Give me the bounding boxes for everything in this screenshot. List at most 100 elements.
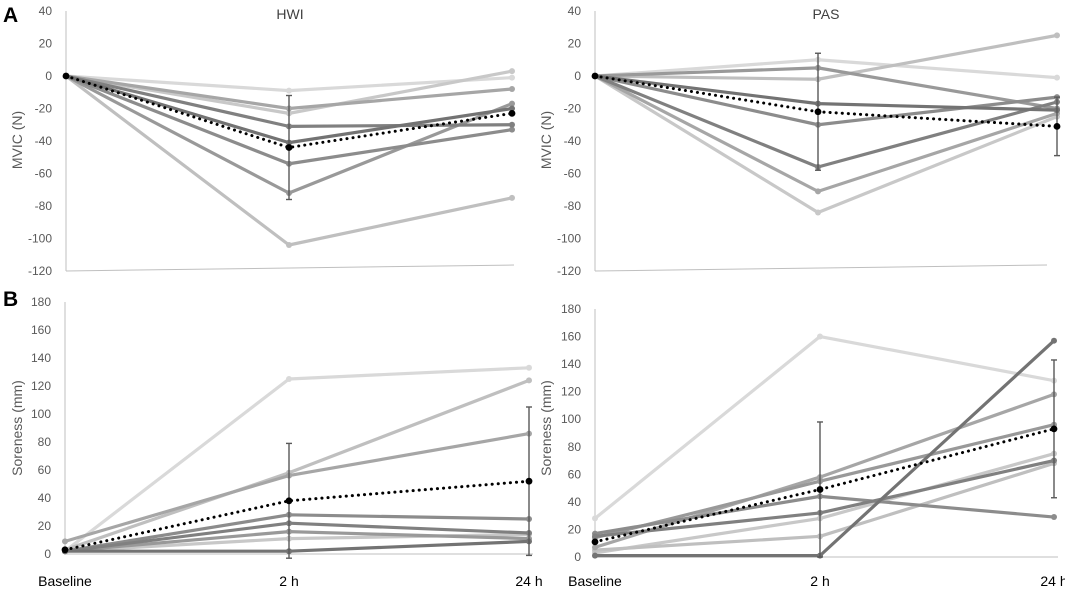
y-axis-title: Soreness (mm) bbox=[9, 380, 25, 476]
y-tick-label: 60 bbox=[38, 463, 52, 477]
y-tick-label: 180 bbox=[561, 302, 581, 316]
y-axis-title: Soreness (mm) bbox=[538, 380, 554, 476]
series-point-subject-5 bbox=[509, 100, 515, 107]
chart-hwi-soreness: Soreness (mm) 0 20 40 60 80 100 120 140 160 180 Ba… bbox=[9, 295, 543, 589]
series-line-subject-4 bbox=[594, 392, 1055, 549]
y-tick-label: -100 bbox=[28, 232, 52, 246]
x-tick-label: 24 h bbox=[1040, 573, 1065, 589]
y-tick-label: 120 bbox=[31, 379, 51, 393]
y-tick-label: 20 bbox=[568, 37, 582, 51]
series-point-subject-1 bbox=[286, 376, 292, 382]
series-point-subject-2 bbox=[815, 209, 821, 216]
y-tick-label: 40 bbox=[568, 495, 582, 509]
series-point-subject-4 bbox=[815, 188, 821, 195]
mean-line bbox=[63, 479, 531, 552]
y-tick-label: 40 bbox=[568, 4, 582, 18]
series-point-subject-7 bbox=[509, 121, 515, 128]
mean-point bbox=[285, 497, 293, 505]
y-tick-label: 160 bbox=[31, 323, 51, 337]
series-point-subject-4 bbox=[592, 544, 598, 551]
y-tick-label: 180 bbox=[31, 295, 51, 309]
chart-pas-mvic: PAS MVIC (N) -120 -100 -80 -60 -40 -20 0 20 40 bbox=[538, 4, 1061, 278]
series-point-subject-3 bbox=[526, 377, 532, 384]
x-tick-label: 2 h bbox=[810, 573, 829, 589]
y-tick-label: -60 bbox=[35, 167, 53, 181]
series-line-subject-1 bbox=[593, 334, 1055, 520]
y-tick-label: 20 bbox=[568, 522, 582, 536]
y-tick-label: 80 bbox=[568, 440, 582, 454]
mean-point bbox=[1053, 122, 1061, 130]
series-point-subject-1 bbox=[286, 87, 292, 94]
y-tick-label: -40 bbox=[35, 134, 53, 148]
mean-line bbox=[64, 74, 514, 150]
y-tick-label: -40 bbox=[564, 134, 582, 148]
series-point-subject-8 bbox=[1051, 337, 1057, 344]
series-point-subject-1 bbox=[592, 515, 598, 522]
series-point-subject-1 bbox=[526, 364, 532, 371]
y-tick-label: -80 bbox=[35, 199, 53, 213]
series-line-subject-4 bbox=[594, 74, 1058, 193]
mean-point bbox=[1050, 425, 1058, 433]
y-tick-label: -120 bbox=[557, 264, 581, 278]
x-tick-label: Baseline bbox=[568, 573, 622, 589]
mean-point bbox=[508, 109, 516, 117]
y-tick-label: 100 bbox=[561, 412, 581, 426]
mean-point bbox=[591, 72, 599, 80]
series-point-subject-6 bbox=[509, 126, 515, 133]
chart-title: HWI bbox=[276, 6, 303, 22]
y-tick-label: 120 bbox=[561, 385, 581, 399]
y-tick-label: -20 bbox=[564, 102, 582, 116]
mean-point bbox=[814, 108, 822, 116]
series-point-subject-4 bbox=[509, 86, 515, 92]
y-tick-label: 0 bbox=[45, 69, 52, 83]
mean-point bbox=[61, 546, 69, 554]
series-point-subject-8 bbox=[509, 105, 515, 112]
series-point-subject-1 bbox=[509, 74, 515, 81]
mean-point bbox=[285, 144, 293, 151]
y-tick-label: 60 bbox=[568, 467, 582, 481]
series-point-subject-2 bbox=[509, 68, 515, 75]
chart-title: PAS bbox=[813, 6, 840, 22]
mean-point bbox=[816, 486, 824, 493]
y-tick-label: 20 bbox=[38, 519, 52, 533]
y-tick-label: -120 bbox=[28, 264, 52, 278]
mean-point bbox=[591, 538, 599, 546]
y-tick-label: 160 bbox=[561, 330, 581, 344]
x-tick-label: 2 h bbox=[279, 573, 298, 589]
series-point-subject-3 bbox=[286, 242, 292, 248]
y-tick-label: 40 bbox=[38, 491, 52, 505]
x-tick-label: Baseline bbox=[38, 573, 92, 589]
series-point-subject-1 bbox=[817, 333, 823, 340]
y-tick-label: 80 bbox=[38, 435, 52, 449]
y-axis-title: MVIC (N) bbox=[538, 111, 554, 169]
y-axis-title: MVIC (N) bbox=[9, 111, 25, 169]
y-tick-label: -100 bbox=[557, 232, 581, 246]
chart-pas-soreness: Soreness (mm) 0 20 40 60 80 100 120 140 160 180 Ba… bbox=[538, 302, 1065, 589]
series-point-subject-1 bbox=[1054, 74, 1060, 81]
y-tick-label: 100 bbox=[31, 407, 51, 421]
y-tick-label: 20 bbox=[39, 37, 53, 51]
x-axis-line bbox=[594, 264, 1048, 272]
y-tick-label: 40 bbox=[39, 4, 53, 18]
y-tick-label: 140 bbox=[31, 351, 51, 365]
mean-point bbox=[62, 72, 70, 80]
series-point-subject-6 bbox=[1051, 514, 1057, 521]
series-point-subject-4 bbox=[62, 538, 68, 545]
x-tick-label: 24 h bbox=[515, 573, 542, 589]
series-line-subject-2 bbox=[594, 452, 1055, 555]
y-tick-label: 0 bbox=[574, 550, 581, 564]
y-tick-label: -20 bbox=[35, 102, 53, 116]
y-tick-label: 0 bbox=[574, 69, 581, 83]
y-tick-label: -80 bbox=[564, 199, 582, 213]
mean-point bbox=[525, 477, 533, 485]
y-tick-label: 0 bbox=[44, 547, 51, 561]
chart-hwi-mvic: HWI MVIC (N) -120 -100 -80 -60 -40 -20 0 20 40 bbox=[9, 4, 516, 278]
series-point-subject-7 bbox=[592, 533, 598, 540]
series-point-subject-3 bbox=[1054, 32, 1060, 39]
panel-label-b: B bbox=[3, 288, 18, 311]
series-point-subject-3 bbox=[509, 194, 515, 201]
panel-label-a: A bbox=[3, 4, 18, 27]
y-tick-label: -60 bbox=[564, 167, 582, 181]
series-point-subject-8 bbox=[592, 552, 598, 559]
